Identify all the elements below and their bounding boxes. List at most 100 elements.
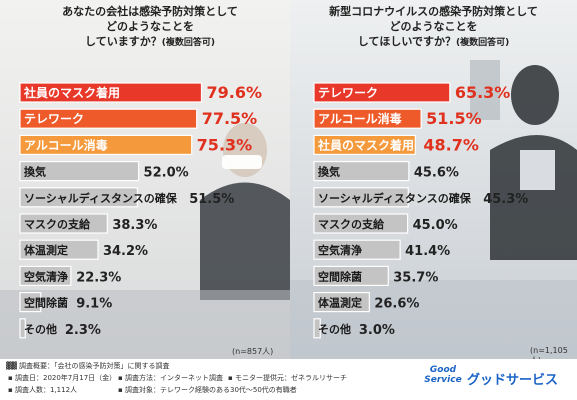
right-category-label-6: 空気清浄 bbox=[318, 243, 362, 257]
right-bar-5 bbox=[313, 213, 409, 234]
left-value-label-1: 77.5% bbox=[202, 109, 258, 128]
right-bar-4 bbox=[313, 187, 409, 208]
right-value-label-5: 45.0% bbox=[413, 218, 458, 233]
left-title-note: (複数回答可) bbox=[161, 38, 215, 48]
left-category-label-0: 社員のマスク着用 bbox=[23, 85, 120, 100]
left-bar-0 bbox=[19, 82, 203, 103]
right-bar-group-2: 社員のマスク着用 48.7% bbox=[313, 134, 479, 155]
survey-people-text: 調査人数：1,112人 bbox=[14, 386, 78, 394]
office-background-image bbox=[0, 0, 577, 360]
left-bar-6 bbox=[19, 239, 99, 260]
right-title-note: (複数回答可) bbox=[456, 38, 510, 48]
left-bar-group-7: 空気清浄 22.3% bbox=[19, 265, 121, 286]
right-category-label-7: 空間除菌 bbox=[318, 269, 362, 283]
left-sample-size: (n=857人) bbox=[232, 347, 274, 356]
left-title-line-1: あなたの会社は感染予防対策として bbox=[62, 5, 238, 18]
right-bar-group-9: その他 3.0% bbox=[313, 318, 395, 339]
right-value-label-3: 45.6% bbox=[414, 166, 459, 181]
right-value-label-6: 41.4% bbox=[405, 244, 450, 259]
survey-footer: ▓▓ 調査概要：「会社の感染予防対策」に関する調査 ▪ 調査日：2020年7月1… bbox=[0, 359, 577, 400]
logo-line-2: Service bbox=[424, 375, 462, 385]
right-value-label-8: 26.6% bbox=[374, 297, 419, 312]
right-bar-group-8: 体温測定 26.6% bbox=[313, 292, 419, 313]
left-bar-2 bbox=[19, 134, 193, 155]
right-bar-1 bbox=[313, 108, 422, 129]
right-bar-group-0: テレワーク 65.3% bbox=[313, 82, 511, 103]
right-bar-7 bbox=[313, 265, 389, 286]
left-value-label-2: 75.3% bbox=[197, 135, 253, 154]
right-chart-title: 新型コロナウイルスの感染予防対策として どのようなことを してほしいですか？(複… bbox=[290, 4, 577, 51]
survey-heading-text: 調査概要：「会社の感染予防対策」に関する調査 bbox=[19, 362, 170, 370]
left-bar-group-5: マスクの支給 38.3% bbox=[19, 213, 157, 234]
left-title-line-2: どのようなことを bbox=[106, 20, 194, 33]
left-value-label-3: 52.0% bbox=[144, 166, 189, 181]
right-bar-chart: テレワーク 65.3% アルコール消毒 51.5% 社員のマスク着用 48.7% 換気 45.… bbox=[313, 82, 528, 339]
left-category-label-3: 換気 bbox=[24, 165, 46, 179]
survey-people: ▪ 調査人数：1,112人 bbox=[8, 386, 78, 394]
survey-provider-text: モニター提供元：ゼネラルリサーチ bbox=[234, 374, 347, 382]
left-bar-3 bbox=[19, 161, 140, 182]
survey-method: ▪ 調査方法：インターネット調査 bbox=[118, 374, 223, 382]
survey-method-text: 調査方法：インターネット調査 bbox=[124, 374, 223, 382]
left-bar-group-9: その他 2.3% bbox=[19, 318, 101, 339]
right-bar-3 bbox=[313, 161, 410, 182]
left-bar-group-0: 社員のマスク着用 79.6% bbox=[19, 82, 262, 103]
right-bar-0 bbox=[313, 82, 451, 103]
left-title-line-3: していますか？ bbox=[85, 35, 162, 48]
left-bar-9 bbox=[19, 318, 26, 339]
left-bar-4 bbox=[19, 187, 139, 208]
left-value-label-6: 34.2% bbox=[103, 244, 148, 259]
left-bar-7 bbox=[19, 265, 72, 286]
survey-date-text: 調査日：2020年7月17日（金） bbox=[14, 374, 117, 382]
left-category-label-2: アルコール消毒 bbox=[24, 137, 108, 152]
left-category-label-1: テレワーク bbox=[24, 112, 84, 126]
right-category-label-3: 換気 bbox=[318, 165, 340, 179]
right-bar-group-7: 空間除菌 35.7% bbox=[313, 265, 438, 286]
right-bar-group-6: 空気清浄 41.4% bbox=[313, 239, 450, 260]
right-value-label-9: 3.0% bbox=[359, 323, 395, 338]
right-bar-2 bbox=[313, 134, 416, 155]
survey-target: ▪ 調査対象：テレワーク経験のある30代〜50代の有職者 bbox=[118, 386, 297, 394]
right-category-label-0: テレワーク bbox=[318, 86, 378, 100]
left-value-label-8: 9.1% bbox=[76, 297, 112, 312]
left-bar-group-3: 換気 52.0% bbox=[19, 161, 189, 182]
right-bar-6 bbox=[313, 239, 401, 260]
right-bar-group-3: 換気 45.6% bbox=[313, 161, 459, 182]
left-value-label-0: 79.6% bbox=[206, 83, 262, 102]
right-category-label-5: マスクの支給 bbox=[318, 217, 385, 231]
right-title-line-3: してほしいですか？ bbox=[357, 35, 457, 48]
right-bar-group-1: アルコール消毒 51.5% bbox=[313, 108, 482, 129]
left-category-label-9: その他 bbox=[24, 322, 57, 336]
survey-date: ▪ 調査日：2020年7月17日（金） bbox=[8, 374, 117, 382]
right-value-label-7: 35.7% bbox=[393, 270, 438, 285]
right-title-line-1: 新型コロナウイルスの感染予防対策として bbox=[329, 5, 538, 18]
right-category-label-2: 社員のマスク着用 bbox=[317, 137, 414, 152]
right-category-label-9: その他 bbox=[318, 322, 351, 336]
left-bar-1 bbox=[19, 108, 198, 129]
right-category-label-8: 体温測定 bbox=[318, 296, 362, 310]
left-value-label-7: 22.3% bbox=[76, 270, 121, 285]
right-bar-group-5: マスクの支給 45.0% bbox=[313, 213, 458, 234]
left-bar-group-2: アルコール消毒 75.3% bbox=[19, 134, 253, 155]
left-category-label-5: マスクの支給 bbox=[24, 217, 91, 231]
right-value-label-0: 65.3% bbox=[455, 83, 511, 102]
left-bar-8 bbox=[19, 292, 42, 313]
right-category-label-1: アルコール消毒 bbox=[318, 111, 402, 126]
right-bar-8 bbox=[313, 292, 370, 313]
left-value-label-9: 2.3% bbox=[65, 323, 101, 338]
left-bar-group-6: 体温測定 34.2% bbox=[19, 239, 148, 260]
left-bar-group-8: 空間除菌 9.1% bbox=[19, 292, 112, 313]
left-chart-title: あなたの会社は感染予防対策として どのようなことを していますか？(複数回答可) bbox=[10, 4, 290, 51]
right-category-label-4: ソーシャルディスタンスの確保 bbox=[318, 191, 472, 205]
left-value-label-5: 38.3% bbox=[112, 218, 157, 233]
left-category-label-4: ソーシャルディスタンスの確保 bbox=[24, 191, 178, 205]
left-bar-group-4: ソーシャルディスタンスの確保 51.5% bbox=[19, 187, 234, 208]
survey-provider: ▪ モニター提供元：ゼネラルリサーチ bbox=[228, 374, 347, 382]
left-bar-chart: 社員のマスク着用 79.6% テレワーク 77.5% アルコール消毒 75.3% 換気 52.… bbox=[19, 82, 262, 339]
right-title-line-2: どのようなことを bbox=[389, 20, 478, 33]
left-category-label-8: 空間除菌 bbox=[24, 296, 68, 310]
right-value-label-4: 45.3% bbox=[483, 192, 528, 207]
survey-target-text: 調査対象：テレワーク経験のある30代〜50代の有職者 bbox=[124, 386, 297, 394]
brand-name: グッドサービス bbox=[467, 373, 559, 388]
left-bar-5 bbox=[19, 213, 108, 234]
